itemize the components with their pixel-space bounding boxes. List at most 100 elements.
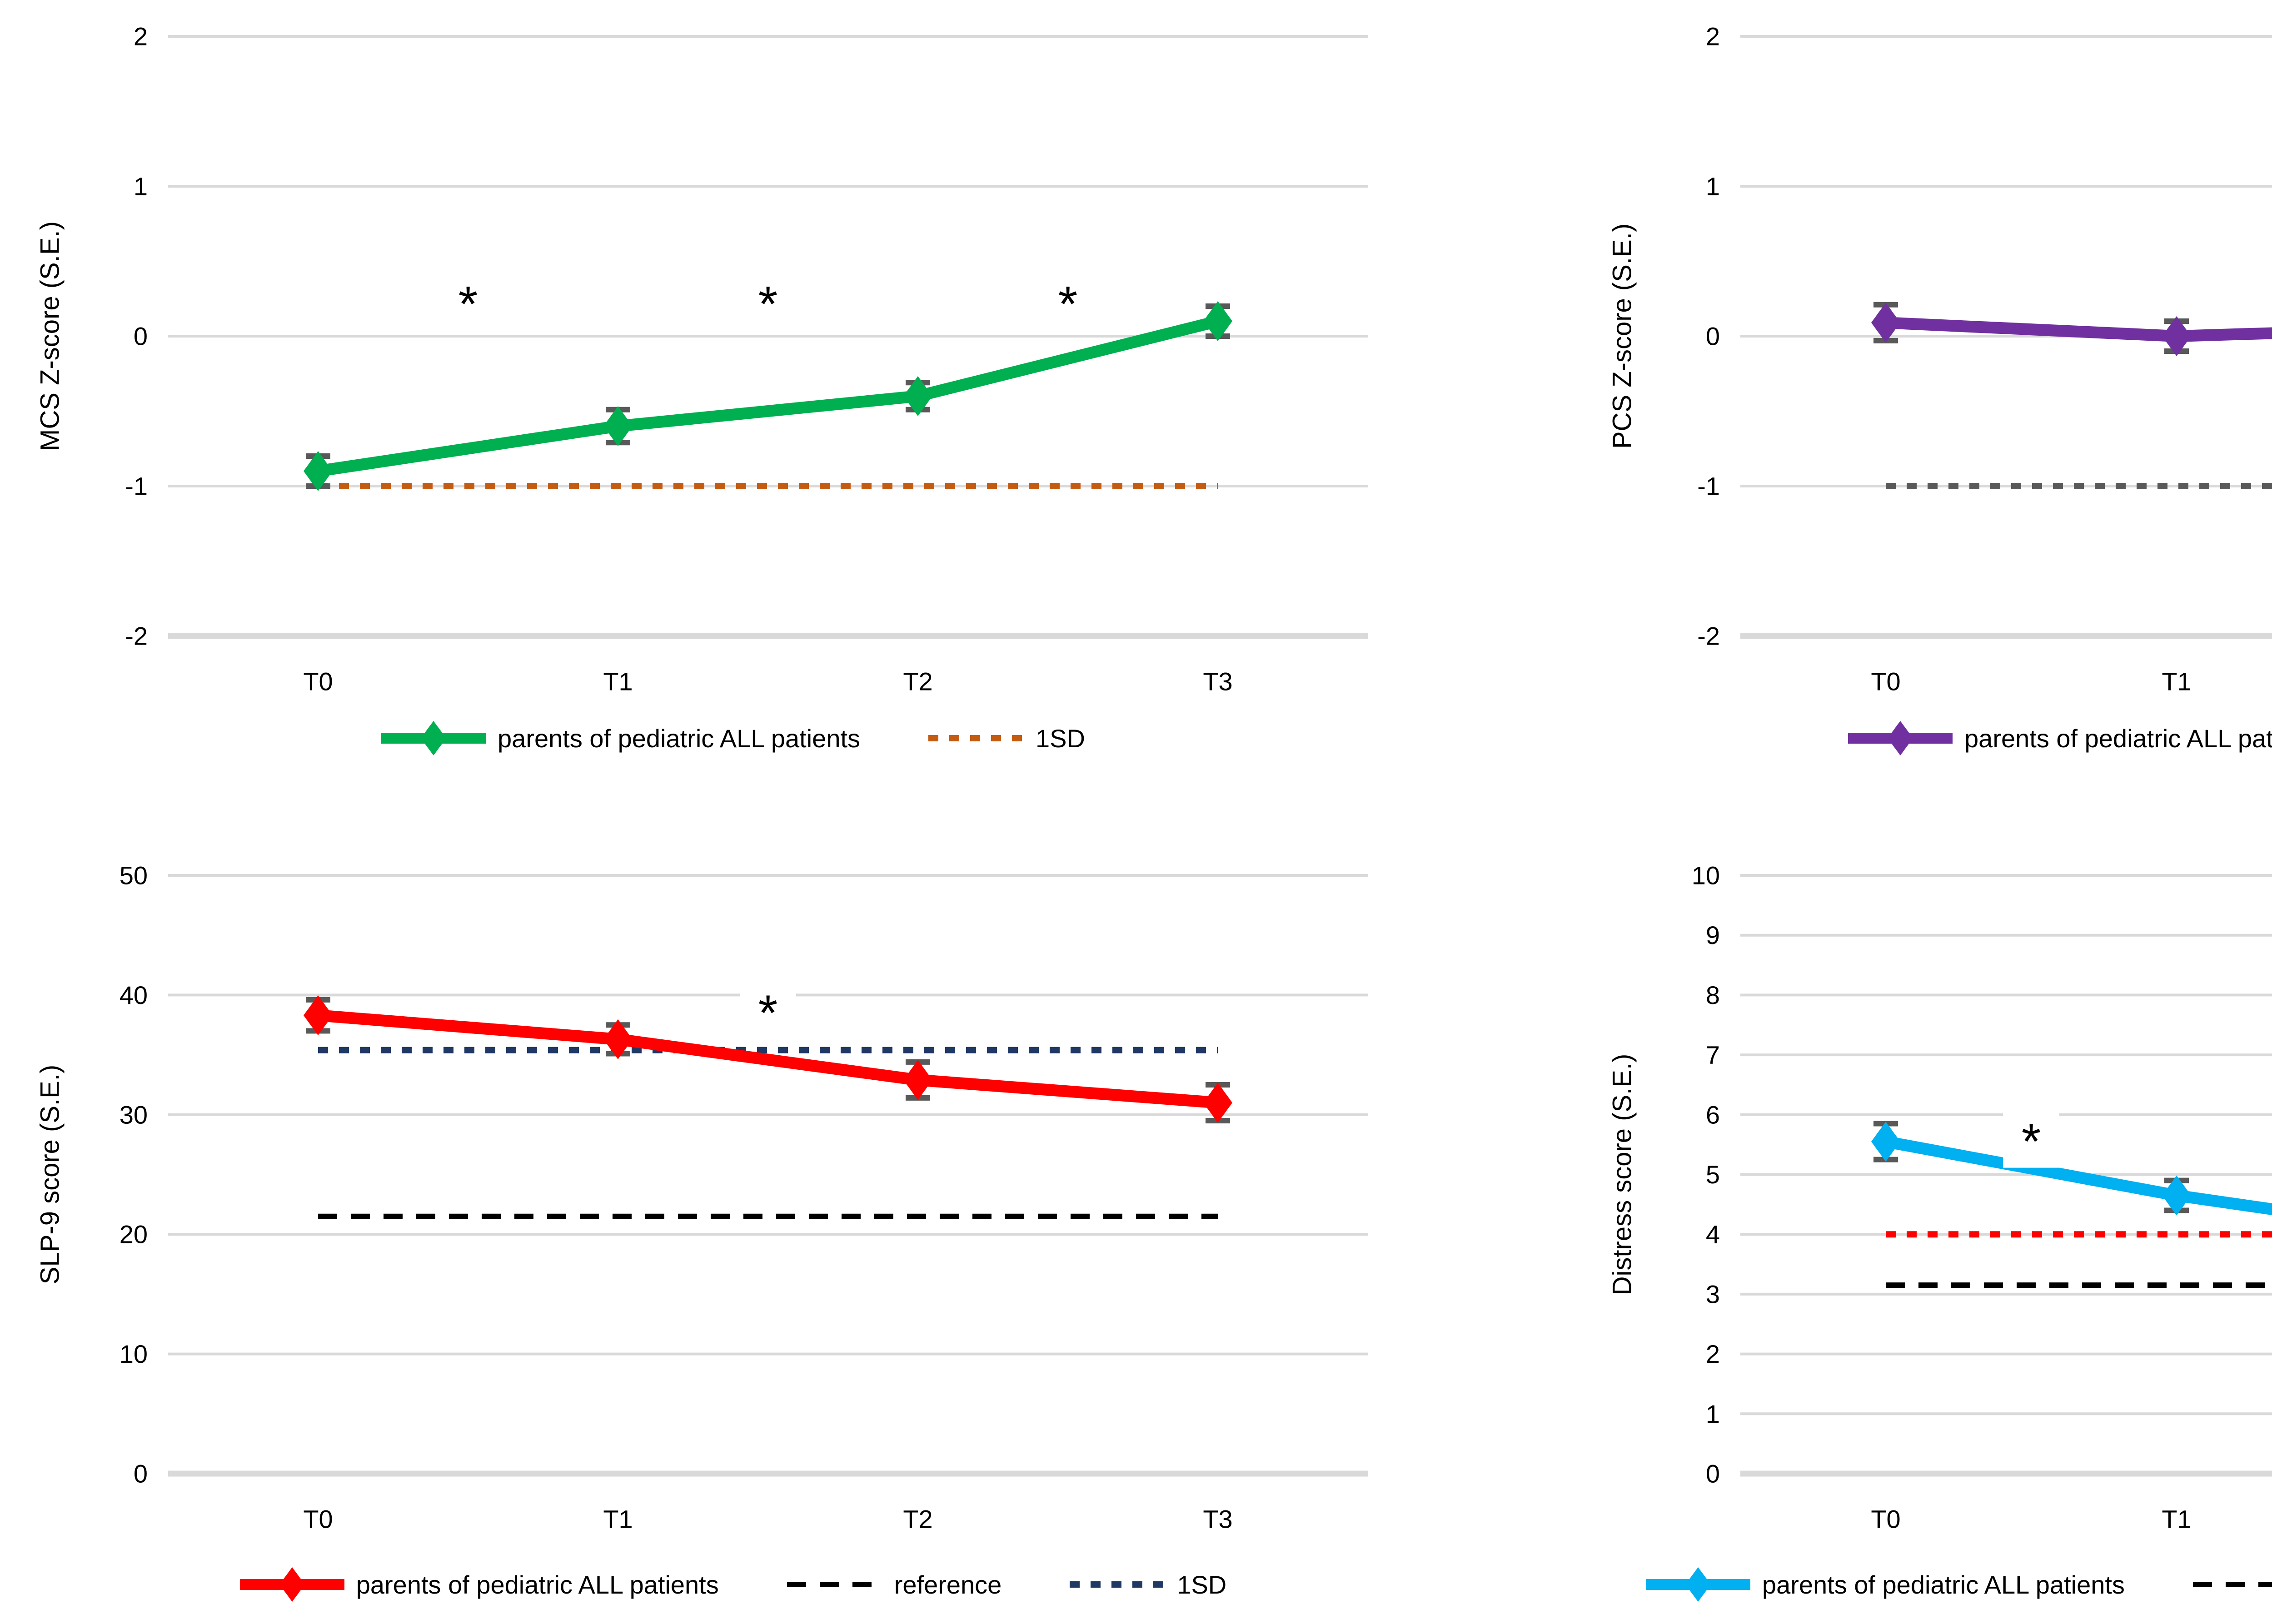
- series-line: [317, 315, 1220, 477]
- distress-legend: parents of pediatric ALL patients referen…: [1467, 1548, 2272, 1621]
- legend-item: parents of pediatric ALL patients: [1645, 1564, 2125, 1605]
- legend-dash-sample: [928, 735, 1024, 741]
- legend-item: parents of pediatric ALL patients: [1848, 718, 2272, 759]
- data-point-marker: [2162, 316, 2191, 356]
- y-tick-label: 3: [1706, 1280, 1720, 1308]
- y-axis-title: SLP-9 score (S.E.): [35, 1065, 65, 1284]
- legend-series-sample: [1848, 721, 1953, 755]
- x-tick-label: T3: [1203, 1505, 1232, 1534]
- x-tick-label: T0: [303, 1505, 333, 1534]
- y-tick-label: 1: [134, 172, 148, 201]
- y-tick-label: -2: [1697, 622, 1720, 651]
- legend-series-sample: [1645, 1567, 1750, 1602]
- significance-asterisk: *: [758, 985, 778, 1041]
- y-tick-label: 30: [120, 1100, 148, 1129]
- legend-diamond-marker: [1685, 1567, 1711, 1602]
- legend-label: 1SD: [1036, 724, 1085, 753]
- x-tick-label: T3: [1203, 667, 1232, 696]
- legend-diamond-marker: [1888, 721, 1913, 755]
- legend-series-sample: [239, 1567, 344, 1602]
- legend-label: 1SD: [1177, 1570, 1227, 1599]
- mcs-legend: parents of pediatric ALL patients 1SD: [0, 702, 1466, 775]
- legend-diamond-marker: [421, 721, 447, 755]
- chart-panel-slp9-score: 50 40 30 20 10 0 SLP-9 score (S.E.) T0 T1 T2 T3 * p…: [0, 812, 1466, 1624]
- x-tick-label: T0: [1871, 1505, 1900, 1534]
- legend-label: parents of pediatric ALL patients: [1762, 1570, 2125, 1599]
- y-tick-label: 40: [120, 981, 148, 1009]
- y-tick-label: 2: [1706, 22, 1720, 51]
- significance-mask: [2003, 1107, 2059, 1168]
- data-point-marker: [603, 1019, 633, 1059]
- significance-mask: [740, 269, 796, 330]
- legend-label: parents of pediatric ALL patients: [498, 724, 861, 753]
- legend-label: reference: [894, 1570, 1002, 1599]
- y-tick-label: 10: [120, 1340, 148, 1368]
- series-line: [1885, 317, 2272, 343]
- y-tick-label: 1: [1706, 172, 1720, 201]
- y-tick-label: 20: [120, 1220, 148, 1249]
- y-tick-label: 0: [1706, 322, 1720, 351]
- y-tick-label: 4: [1706, 1220, 1720, 1249]
- data-point-marker: [603, 406, 633, 446]
- y-tick-label: 1: [1706, 1400, 1720, 1428]
- y-tick-label: -1: [125, 472, 148, 501]
- legend-diamond-marker: [279, 1567, 305, 1602]
- y-tick-label: -1: [1697, 472, 1720, 501]
- x-tick-label: T0: [303, 667, 333, 696]
- legend-dash-sample: [1070, 1581, 1166, 1588]
- x-tick-label: T2: [903, 667, 932, 696]
- y-tick-label: 0: [134, 322, 148, 351]
- data-point-marker: [2162, 1175, 2191, 1216]
- legend-item: reference: [2192, 1564, 2272, 1605]
- data-point-marker: [1203, 301, 1232, 341]
- y-tick-label: 0: [134, 1460, 148, 1488]
- y-axis-title: MCS Z-score (S.E.): [35, 221, 65, 451]
- x-tick-label: T0: [1871, 667, 1900, 696]
- legend-item: parents of pediatric ALL patients: [381, 718, 860, 759]
- data-point-marker: [304, 995, 333, 1036]
- x-tick-label: T1: [2162, 1505, 2191, 1534]
- significance-mask: [440, 269, 496, 330]
- significance-asterisk: *: [458, 276, 478, 332]
- y-axis-title: Distress score (S.E.): [1608, 1054, 1637, 1296]
- data-point-marker: [1871, 1122, 1900, 1162]
- legend-series-sample: [381, 721, 486, 755]
- data-point-marker: [304, 451, 333, 491]
- slp9-legend: parents of pediatric ALL patients referen…: [0, 1548, 1466, 1621]
- legend-item: reference: [787, 1564, 1002, 1605]
- x-tick-label: T1: [2162, 667, 2191, 696]
- data-point-marker: [1871, 303, 1900, 343]
- y-tick-label: 5: [1706, 1160, 1720, 1189]
- significance-asterisk: *: [2022, 1114, 2041, 1170]
- slp9-plot-area: 50 40 30 20 10 0 SLP-9 score (S.E.) T0 T1 T2 T3 *: [35, 861, 1368, 1534]
- y-tick-label: 0: [1706, 1460, 1720, 1488]
- significance-mask: [1040, 269, 1096, 330]
- significance-asterisk: *: [758, 276, 778, 332]
- legend-dash-sample: [2192, 1582, 2272, 1587]
- x-tick-label: T2: [903, 1505, 932, 1534]
- y-tick-label: 10: [1692, 861, 1720, 890]
- data-point-marker: [903, 376, 932, 416]
- significance-mask: [740, 978, 796, 1039]
- data-point-marker: [903, 1060, 932, 1100]
- data-point-marker: [1203, 1083, 1232, 1123]
- y-tick-label: -2: [125, 622, 148, 651]
- y-tick-label: 7: [1706, 1041, 1720, 1069]
- y-tick-label: 2: [1706, 1340, 1720, 1368]
- significance-asterisk: *: [1058, 276, 1078, 332]
- legend-label: parents of pediatric ALL patients: [1964, 724, 2272, 753]
- x-tick-label: T1: [603, 1505, 633, 1534]
- chart-panel-mcs-z-score: 2 1 0 -1 -2 MCS Z-score (S.E.) T0 T1 T2 T3 * * * par…: [0, 0, 1466, 812]
- y-tick-label: 9: [1706, 921, 1720, 949]
- legend-item: 1SD: [1070, 1564, 1226, 1605]
- y-tick-label: 2: [134, 22, 148, 51]
- mcs-plot-area: 2 1 0 -1 -2 MCS Z-score (S.E.) T0 T1 T2 T3 * * *: [35, 22, 1368, 696]
- y-axis-title: PCS Z-score (S.E.): [1608, 223, 1637, 449]
- x-tick-label: T1: [603, 667, 633, 696]
